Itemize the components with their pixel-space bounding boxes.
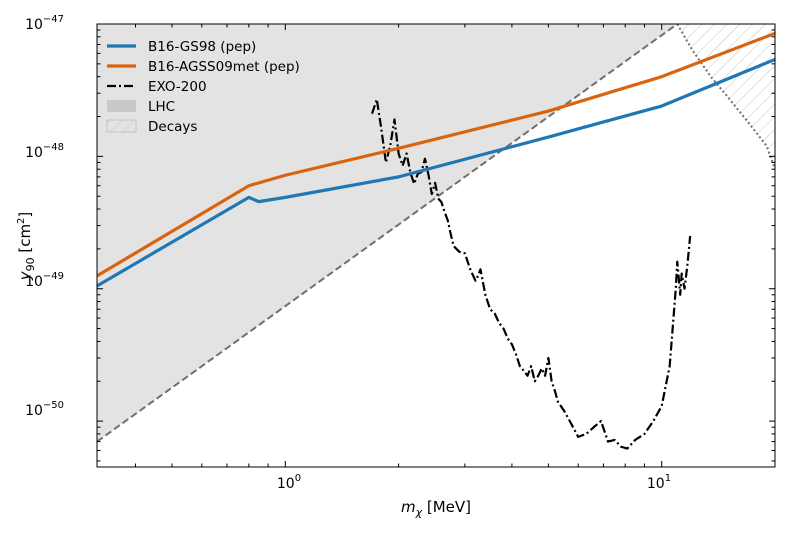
y-axis-label: y90 [cm2]: [16, 212, 37, 282]
legend-swatch-lhc: [107, 100, 136, 112]
series-b16-gs98: [97, 57, 775, 288]
lhc-boundary-line: [97, 24, 678, 443]
decays-boundary-line: [676, 24, 775, 170]
legend-label-decays: Decays: [148, 119, 197, 135]
y-tick-labels: 10−50 10−49 10−48 10−47: [25, 14, 64, 419]
legend-label-lhc: LHC: [148, 99, 175, 115]
legend-label-gs98: B16-GS98 (pep): [148, 39, 256, 55]
x-tick-labels: 100 101: [277, 473, 671, 492]
legend-swatch-decays: [106, 119, 137, 133]
legend-label-agss: B16-AGSS09met (pep): [148, 59, 300, 75]
x-axis-label: mχ [MeV]: [401, 498, 471, 519]
y-tick-label-1e-47: 10−47: [25, 14, 64, 33]
series-b16-agss09met: [97, 31, 775, 278]
x-tick-label-10: 101: [647, 473, 671, 492]
y-tick-label-1e-50: 10−50: [25, 400, 64, 419]
x-tick-label-1: 100: [277, 473, 301, 492]
plot-area: [97, 24, 775, 450]
legend: B16-GS98 (pep) B16-AGSS09met (pep) EXO-2…: [106, 39, 300, 135]
y-tick-label-1e-48: 10−48: [25, 142, 64, 161]
plot-frame: [96, 23, 776, 468]
y-tick-label-1e-49: 10−49: [25, 271, 64, 290]
legend-label-exo: EXO-200: [148, 79, 207, 95]
